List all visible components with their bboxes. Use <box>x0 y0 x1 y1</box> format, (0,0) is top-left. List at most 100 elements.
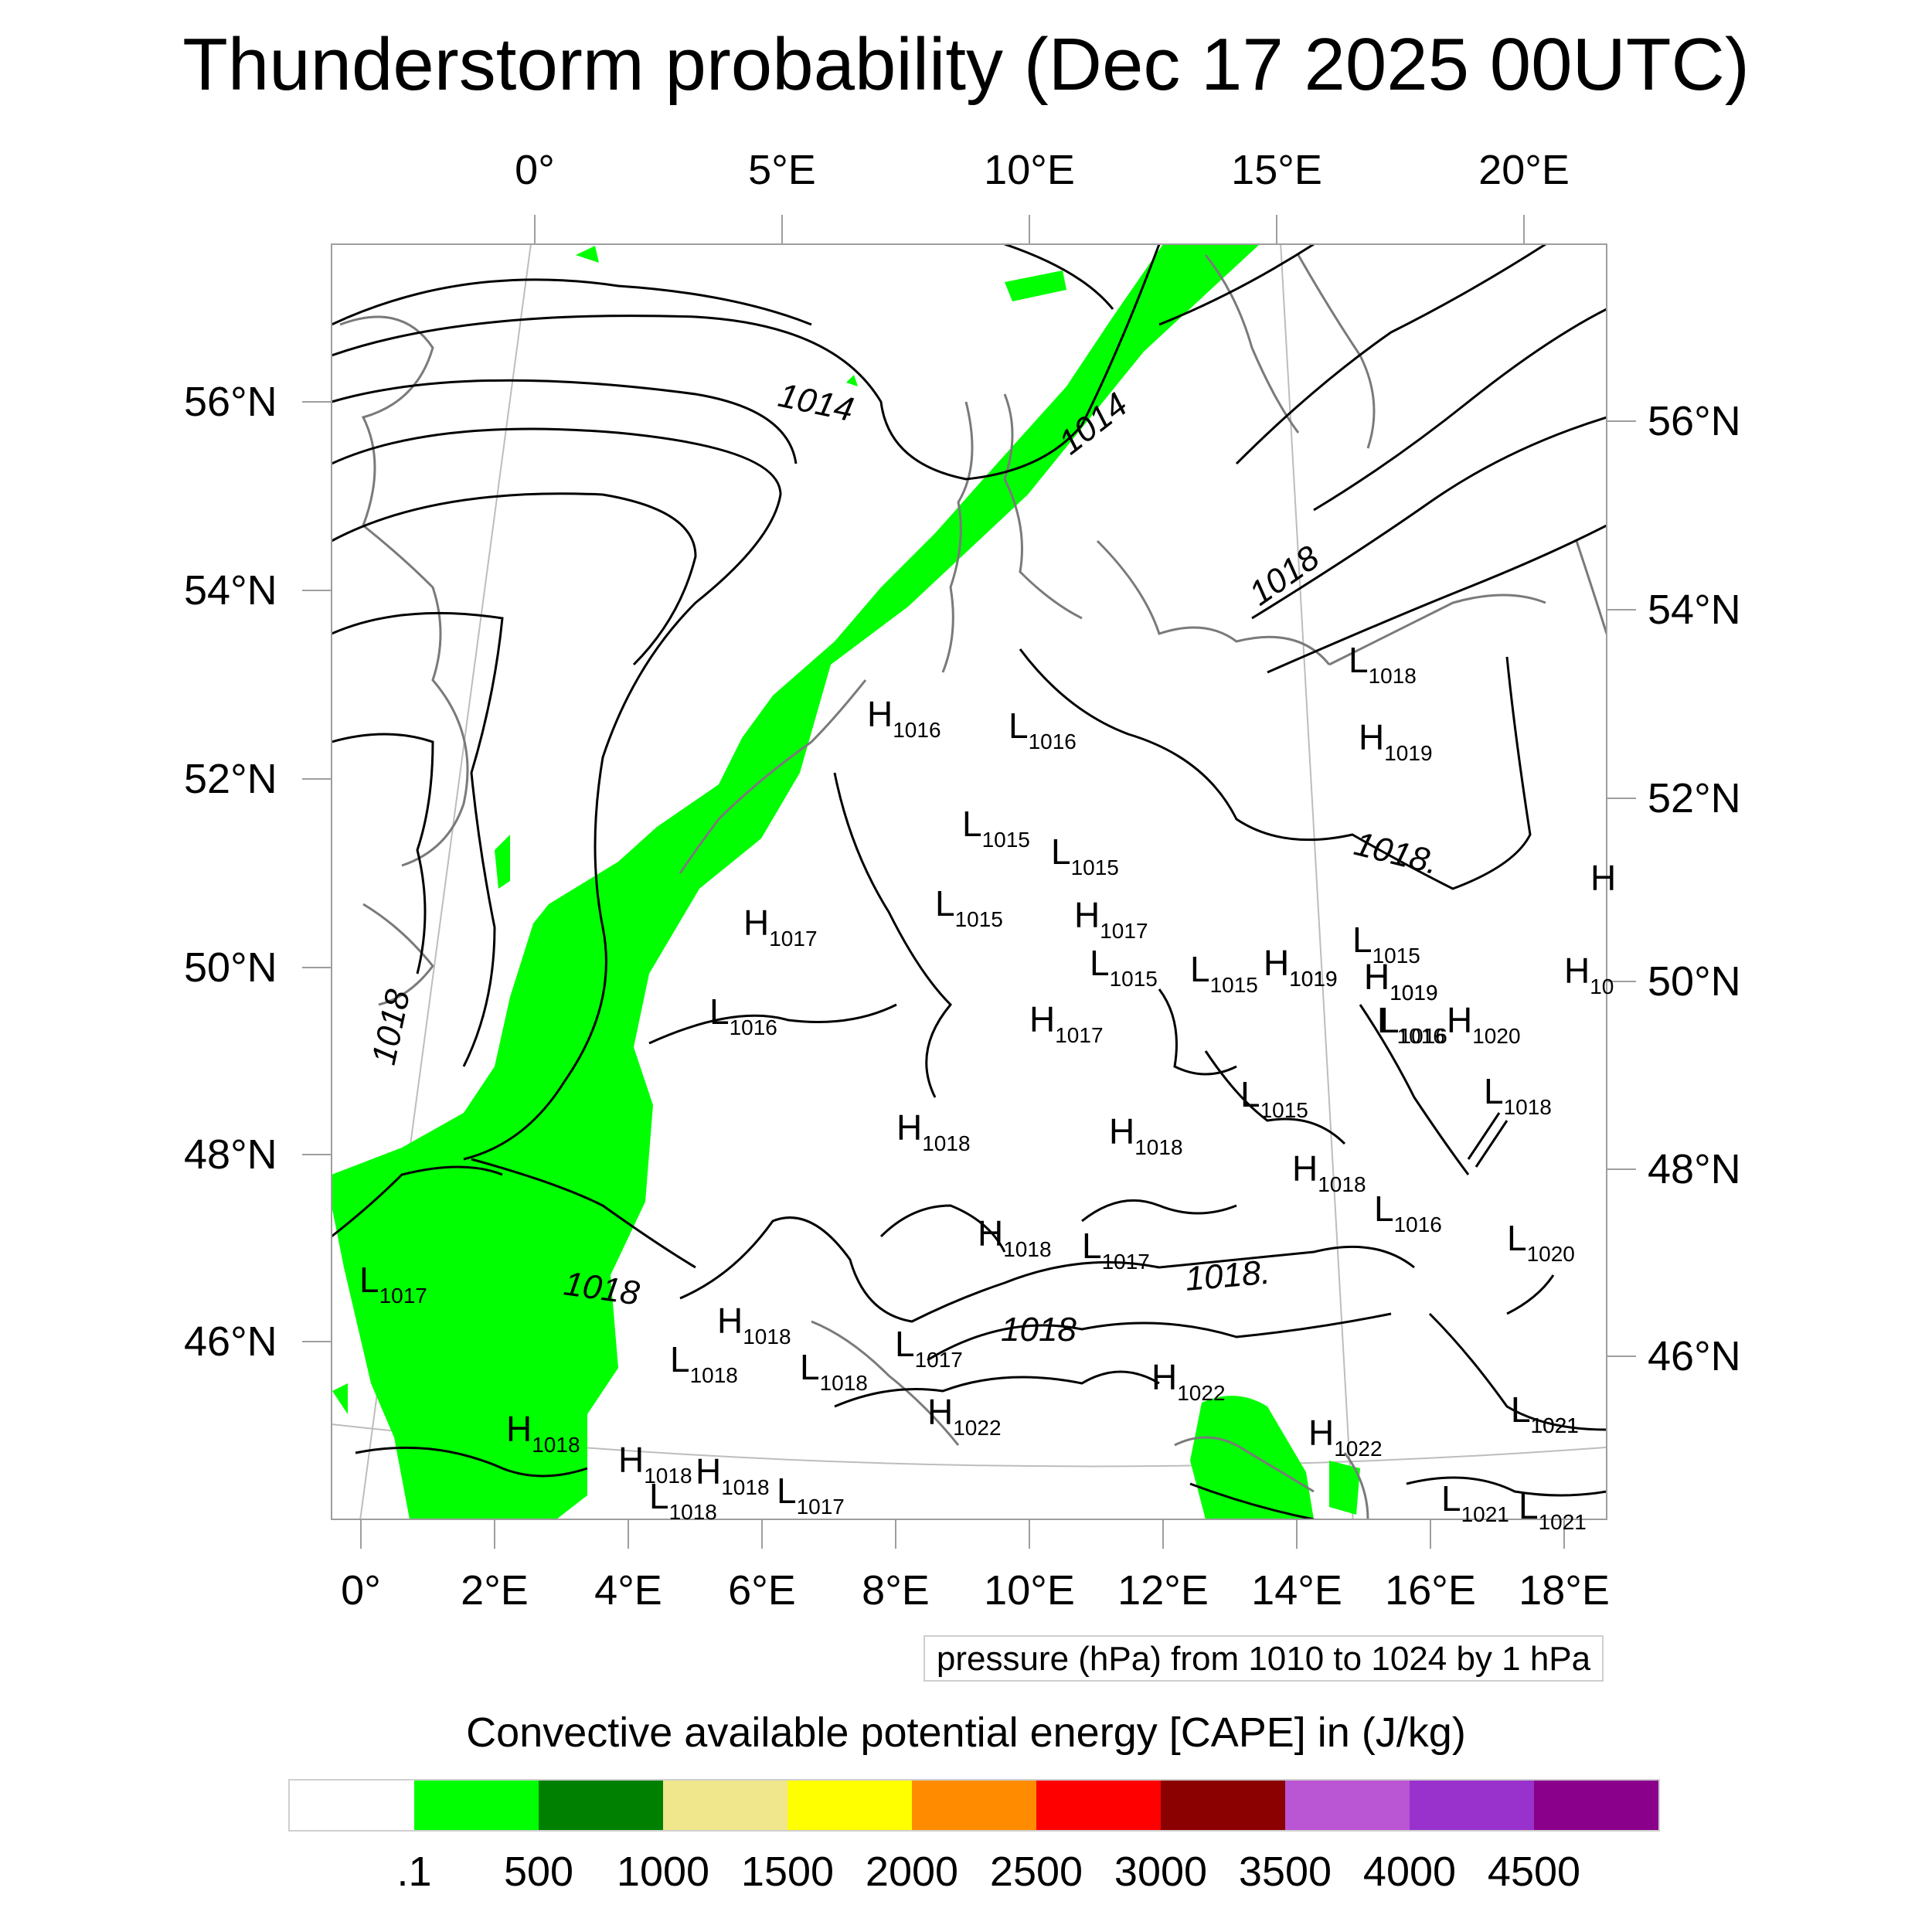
pressure-center-label: L1018 <box>800 1347 868 1395</box>
colorbar-swatch <box>1285 1781 1410 1830</box>
colorbar-tick-label: 2000 <box>865 1849 959 1895</box>
colorbar-swatch <box>1410 1781 1534 1830</box>
pressure-center-label: H1022 <box>1308 1413 1383 1461</box>
colorbar-swatch <box>1036 1781 1161 1830</box>
colorbar <box>288 1779 1660 1832</box>
lat-label-left: 56°N <box>184 379 277 425</box>
isobar-label: 1018 <box>365 986 417 1068</box>
lat-label-right: 54°N <box>1648 587 1741 633</box>
pressure-center-label: H1019 <box>1364 957 1438 1005</box>
colorbar-tick-label: 500 <box>503 1849 574 1895</box>
pressure-center-label: L1015 <box>962 804 1030 852</box>
isobars <box>332 244 1607 1519</box>
colorbar-tick-label: 1500 <box>740 1849 835 1895</box>
lon-label-bottom: 14°E <box>1251 1567 1342 1614</box>
lon-label-top: 0° <box>515 147 555 193</box>
pressure-center-label: H10 <box>1564 951 1614 998</box>
pressure-center-label: H1017 <box>1074 895 1148 943</box>
pressure-center-label: H1019 <box>1364 957 1438 1005</box>
lon-label-top: 15°E <box>1231 147 1322 193</box>
pressure-center-label: H1018 <box>1292 1148 1366 1196</box>
pressure-center-label: L1018 <box>1484 1071 1552 1119</box>
colorbar-swatch <box>414 1781 539 1830</box>
colorbar-swatch <box>663 1781 787 1830</box>
pressure-center-label: H1019 <box>1264 943 1338 991</box>
pressure-center-label: L1018 <box>670 1339 738 1387</box>
colorbar-title: Convective available potential energy [C… <box>466 1709 1466 1756</box>
lat-label-right: 52°N <box>1648 775 1741 821</box>
colorbar-swatch <box>1534 1781 1658 1830</box>
colorbar-tick-label: 4000 <box>1362 1849 1457 1895</box>
pressure-center-label: L1018 <box>649 1476 717 1524</box>
pressure-center-label: L1016 <box>1374 1189 1442 1236</box>
pressure-center-label: L1021 <box>1511 1389 1579 1437</box>
pressure-center-label: H1020 <box>1447 1000 1521 1048</box>
pressure-center-label: H1018 <box>978 1213 1052 1261</box>
colorbar-tick-label: .1 <box>396 1849 432 1895</box>
pressure-center-label: H1018 <box>696 1451 770 1499</box>
pressure-center-label: L1016 <box>709 992 777 1039</box>
lon-label-bottom: 4°E <box>594 1567 662 1614</box>
isobar-label: 1018 <box>1001 1311 1077 1349</box>
colorbar-swatch <box>787 1781 912 1830</box>
colorbar-tick-label: 2500 <box>989 1849 1083 1895</box>
map-frame <box>331 243 1607 1520</box>
colorbar-tick-label: 1000 <box>616 1849 710 1895</box>
coastlines <box>339 254 1607 1519</box>
pressure-center-label: H1019 <box>1264 943 1338 991</box>
pressure-center-label: L1017 <box>777 1471 845 1519</box>
lon-label-bottom: 16°E <box>1385 1567 1476 1614</box>
colorbar-tick-label: 3000 <box>1114 1849 1208 1895</box>
lat-label-right: 56°N <box>1648 398 1741 444</box>
isobar-label: 1018. <box>1184 1253 1272 1298</box>
pressure-center-label: H1017 <box>1029 999 1104 1047</box>
colorbar-tick-label: 4500 <box>1487 1849 1581 1895</box>
pressure-center-label: L1015 <box>1240 1074 1308 1122</box>
lat-label-right: 48°N <box>1648 1146 1741 1192</box>
lon-label-bottom: 12°E <box>1117 1567 1209 1614</box>
pressure-center-label: L1017 <box>359 1260 427 1308</box>
lon-label-bottom: 2°E <box>461 1567 529 1614</box>
lon-label-bottom: 18°E <box>1519 1567 1610 1614</box>
lat-label-left: 48°N <box>184 1131 277 1178</box>
pressure-center-label: H1018 <box>717 1301 791 1349</box>
pressure-center-label: L1016 <box>1009 706 1077 753</box>
pressure-center-label: L1016 <box>1377 1000 1445 1048</box>
pressure-center-label: L1017 <box>895 1324 963 1372</box>
pressure-center-label: H1018 <box>1109 1111 1183 1159</box>
isobar-label: 1018. <box>1351 825 1443 882</box>
pressure-center-label: H <box>1590 858 1616 898</box>
pressure-center-label: H1019 <box>1359 717 1433 765</box>
colorbar-swatch <box>290 1781 414 1830</box>
lon-label-bottom: 8°E <box>862 1567 930 1614</box>
lat-label-left: 54°N <box>184 567 277 614</box>
lat-label-right: 50°N <box>1648 958 1741 1005</box>
isobar-label: 1018 <box>1243 539 1327 614</box>
pressure-center-label: H1018 <box>506 1409 580 1457</box>
pressure-center-label: L1015 <box>935 883 1003 931</box>
pressure-center-label: L1015 <box>1090 943 1158 991</box>
lat-label-left: 52°N <box>184 756 277 802</box>
contour-info: pressure (hPa) from 1010 to 1024 by 1 hP… <box>923 1635 1604 1682</box>
pressure-center-label: L1021 <box>1441 1478 1509 1526</box>
cape-area <box>332 244 1360 1519</box>
colorbar-tick-label: 3500 <box>1238 1849 1332 1895</box>
lat-label-left: 50°N <box>184 944 277 991</box>
lat-label-right: 46°N <box>1648 1333 1741 1379</box>
map-title: Thunderstorm probability (Dec 17 2025 00… <box>182 23 1750 106</box>
pressure-center-label: L1018 <box>1349 640 1417 688</box>
pressure-center-label: H1018 <box>896 1107 971 1155</box>
pressure-center-label: H1016 <box>867 694 941 742</box>
pressure-center-label: L1021 <box>1519 1486 1587 1534</box>
pressure-center-label: L1015 <box>1190 949 1258 997</box>
lon-label-top: 5°E <box>748 147 816 193</box>
pressure-center-label: L1020 <box>1507 1218 1575 1266</box>
pressure-center-label: L1015 <box>1352 920 1420 968</box>
lon-label-top: 20°E <box>1478 147 1570 193</box>
pressure-center-label: L1021 <box>1511 1389 1579 1437</box>
pressure-center-label: H1017 <box>743 903 818 951</box>
lon-label-bottom: 6°E <box>728 1567 796 1614</box>
colorbar-swatch <box>1161 1781 1285 1830</box>
